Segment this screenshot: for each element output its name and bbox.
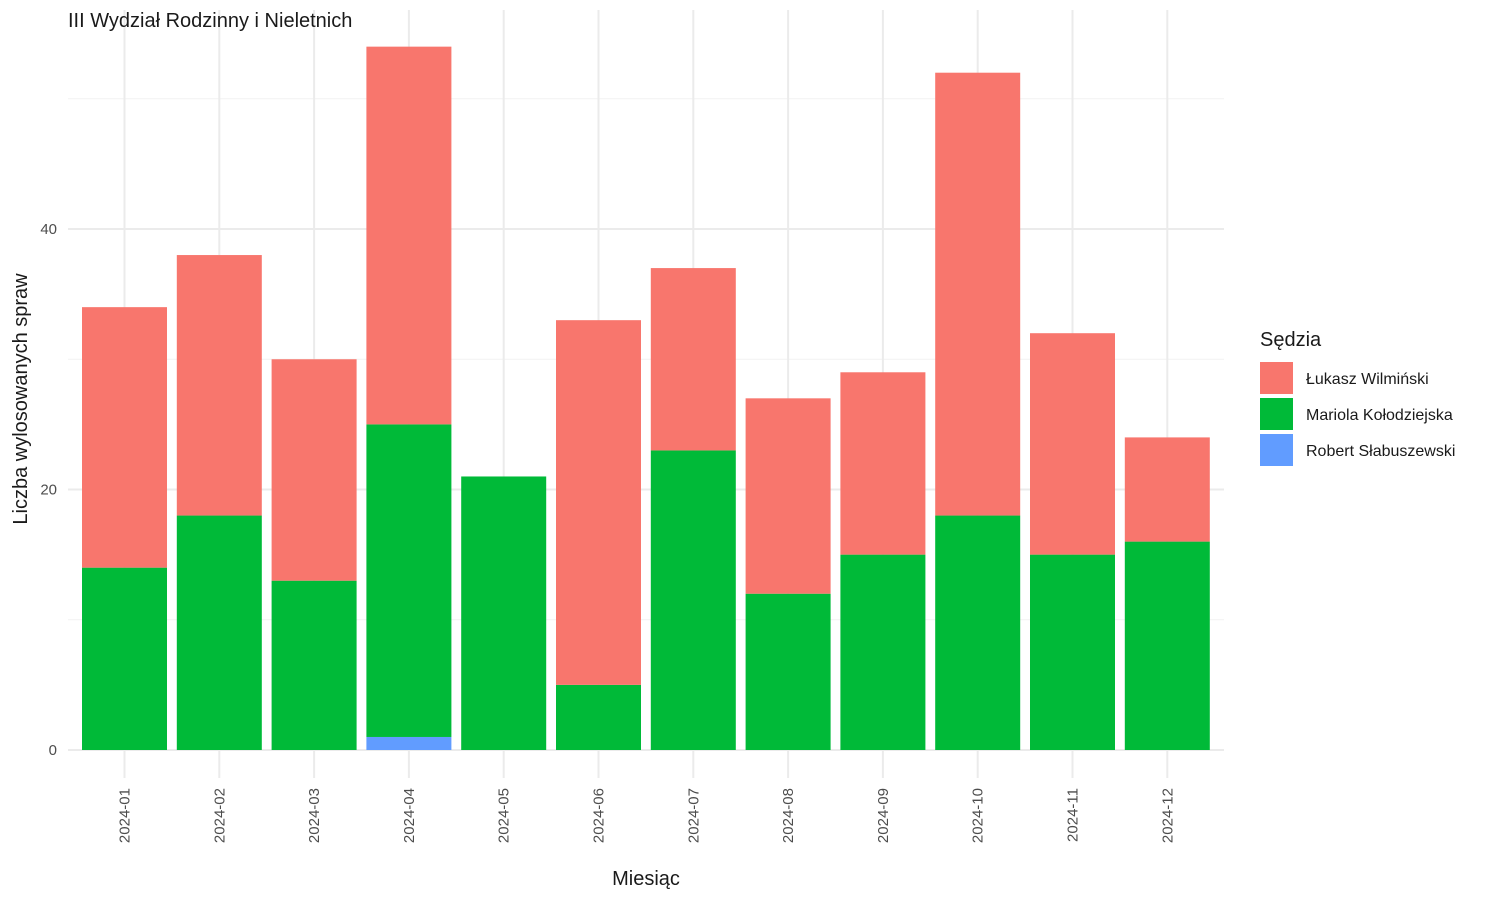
bar-segment [935,72,1021,516]
bar-segment [271,580,357,750]
x-tick-label: 2024-12 [1159,788,1176,843]
bar-segment [461,476,547,750]
x-tick-label: 2024-11 [1065,788,1082,842]
bar-segment [840,554,926,750]
y-axis-title: Liczba wylosowanych spraw [10,273,32,525]
bar-segment [176,515,262,750]
bar-segment [745,398,831,594]
bar-segment [840,372,926,555]
bar-segment [366,46,452,425]
bar-segment [366,736,452,750]
x-tick-label: 2024-05 [496,788,513,843]
bar-segment [1030,333,1115,555]
y-tick-label: 0 [49,742,57,759]
x-tick-label: 2024-04 [401,788,418,843]
x-tick-label: 2024-01 [117,788,134,843]
bar-segment [176,255,262,516]
legend-key [1260,398,1293,430]
bar-segment [82,307,167,568]
bar-segment [556,684,641,750]
x-tick-label: 2024-06 [591,788,608,843]
bars [82,46,1210,750]
bar-segment [1030,554,1115,750]
bar-segment [745,593,831,750]
x-axis-title: Miesiąc [612,868,680,890]
legend-label: Robert Słabuszewski [1306,443,1455,460]
legend-label: Łukasz Wilmiński [1306,371,1429,388]
chart-title: III Wydział Rodzinny i Nieletnich [68,10,352,32]
y-axis-ticks: 0 20 40 [40,221,57,759]
y-tick-label: 20 [40,482,57,499]
y-tick-label: 40 [40,221,57,238]
legend-title: Sędzia [1260,329,1322,351]
legend-label: Mariola Kołodziejska [1306,407,1453,424]
x-tick-label: 2024-03 [306,788,323,843]
legend-key [1260,362,1293,394]
legend: Sędzia Łukasz Wilmiński Mariola Kołodziej… [1260,329,1455,466]
bar-segment [82,567,167,750]
bar-segment [935,515,1021,750]
x-tick-label: 2024-10 [970,788,987,843]
x-tick-label: 2024-08 [780,788,797,843]
bar-segment [650,268,736,451]
bar-segment [366,424,452,737]
legend-key [1260,434,1293,466]
x-tick-label: 2024-02 [211,788,228,843]
bar-segment [271,359,357,581]
x-tick-label: 2024-07 [685,788,702,843]
bar-segment [1124,437,1210,542]
bar-segment [556,320,641,685]
x-axis-ticks: 2024-01 2024-02 2024-03 2024-04 2024-05 2024-… [117,788,1177,843]
x-tick-label: 2024-09 [875,788,892,843]
bar-segment [650,450,736,750]
bar-segment [1124,541,1210,750]
